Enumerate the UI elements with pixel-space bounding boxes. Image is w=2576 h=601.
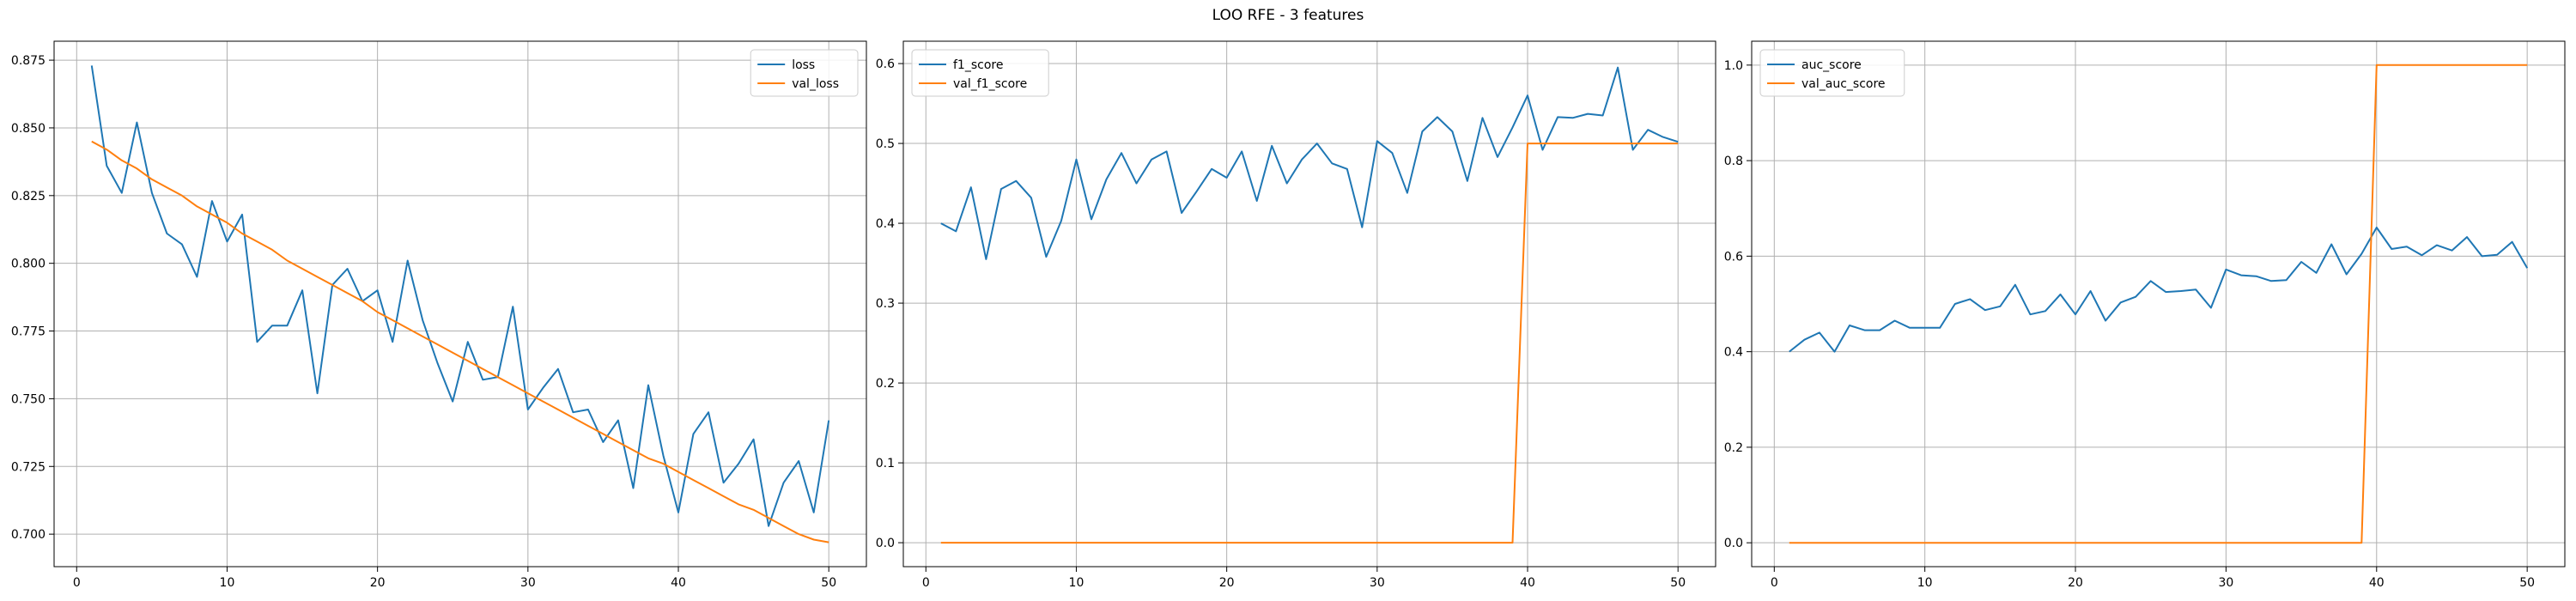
legend: f1_score val_f1_score (911, 49, 1049, 97)
y-tick-label: 0.800 (11, 258, 46, 271)
legend-label: val_f1_score (953, 77, 1027, 91)
x-tick-label: 20 (1219, 576, 1235, 590)
legend-box (750, 49, 859, 97)
x-tick-label: 10 (1917, 576, 1933, 590)
axes-frame (1751, 40, 2566, 568)
y-tick-label: 0.3 (876, 297, 895, 311)
x-tick-label: 0 (73, 576, 81, 590)
y-tick-label: 0.8 (1724, 155, 1743, 168)
y-tick-label: 0.6 (876, 58, 895, 71)
x-tick-label: 10 (1069, 576, 1084, 590)
y-tick-label: 0.0 (876, 537, 895, 550)
x-tick-label: 30 (1370, 576, 1385, 590)
legend-label: val_loss (792, 77, 839, 91)
x-tick-label: 20 (370, 576, 386, 590)
y-tick-label: 0.5 (876, 137, 895, 151)
legend: loss val_loss (750, 49, 859, 97)
x-tick-label: 40 (671, 576, 686, 590)
y-tick-label: 1.0 (1724, 59, 1743, 73)
x-tick-label: 20 (2068, 576, 2083, 590)
y-tick-label: 0.850 (11, 122, 46, 136)
figure-title: LOO RFE - 3 features (1212, 7, 1364, 24)
series-line-f1_score (940, 66, 1679, 260)
y-tick-label: 0.775 (11, 325, 46, 339)
axes-frame (902, 40, 1716, 568)
legend-label: f1_score (953, 58, 1003, 72)
series-line-val_auc_score (1789, 64, 2528, 544)
axes-frame (53, 40, 867, 568)
y-tick-label: 0.700 (11, 528, 46, 542)
y-tick-label: 0.4 (1724, 346, 1743, 360)
x-tick-label: 30 (520, 576, 536, 590)
y-tick-label: 0.0 (1724, 537, 1743, 550)
series-line-val_f1_score (940, 143, 1679, 544)
legend-box (911, 49, 1049, 97)
y-tick-label: 0.2 (876, 377, 895, 391)
legend-label: val_auc_score (1801, 77, 1886, 91)
x-tick-label: 40 (2369, 576, 2385, 590)
x-tick-label: 10 (220, 576, 235, 590)
subplot-3: 0 10 20 30 40 50 0.0 0.2 0.4 0.6 0.8 1.0 auc_scoreva… (1724, 40, 2566, 590)
subplot-1: 0 10 20 30 40 50 0.700 0.725 0.750 0.775 0.800 0.82… (11, 40, 867, 590)
series-line-auc_score (1789, 227, 2529, 353)
y-tick-label: 0.825 (11, 190, 46, 203)
y-tick-label: 0.2 (1724, 441, 1743, 455)
x-tick-label: 50 (2519, 576, 2535, 590)
subplot-2: 0 10 20 30 40 50 0.0 0.1 0.2 0.3 0.4 0.5 0.6 f1_score… (876, 40, 1716, 590)
y-tick-label: 0.875 (11, 54, 46, 68)
legend-label: auc_score (1801, 58, 1862, 72)
legend-label: loss (792, 58, 815, 72)
y-tick-label: 0.4 (876, 217, 895, 231)
legend-box (1759, 49, 1905, 97)
legend: auc_score val_auc_score (1759, 49, 1905, 97)
y-tick-label: 0.1 (876, 457, 895, 470)
x-tick-label: 50 (821, 576, 836, 590)
y-tick-label: 0.725 (11, 460, 46, 474)
x-tick-label: 0 (922, 576, 930, 590)
y-tick-label: 0.750 (11, 392, 46, 406)
series-line-loss (90, 65, 830, 527)
y-tick-label: 0.6 (1724, 250, 1743, 264)
x-tick-label: 50 (1670, 576, 1686, 590)
x-tick-label: 30 (2219, 576, 2234, 590)
series-line-val_loss (91, 140, 829, 543)
x-tick-label: 0 (1771, 576, 1778, 590)
x-tick-label: 40 (1520, 576, 1535, 590)
